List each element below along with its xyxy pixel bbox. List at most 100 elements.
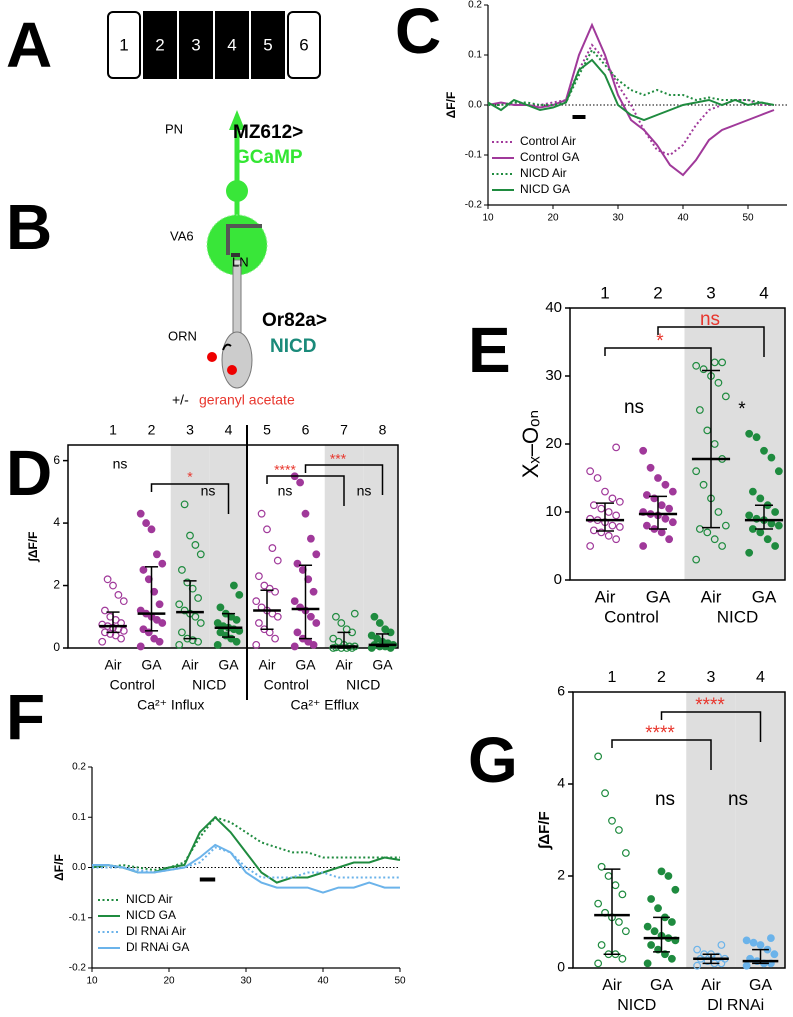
data-point (642, 491, 651, 499)
data-point (718, 358, 727, 367)
data-point (191, 541, 200, 549)
y-tick-label: 0.0 (72, 862, 86, 873)
data-point (175, 600, 184, 609)
data-point (621, 927, 630, 936)
y-tick-label: 0 (53, 640, 60, 654)
data-point (106, 630, 115, 638)
column-number: 8 (379, 422, 387, 438)
significance-bracket (604, 347, 712, 378)
data-point (594, 959, 603, 968)
neuron-diagram: PN MZ612> GCaMP VA6 LN ORN Or82a> NICD +… (165, 110, 327, 408)
data-point (255, 572, 263, 581)
data-point (766, 934, 775, 942)
data-point (618, 890, 627, 899)
data-point (665, 535, 674, 544)
column-number: 4 (756, 669, 765, 686)
data-point (612, 535, 621, 544)
x-tick-label: Air (602, 977, 622, 994)
significance-bracket (611, 739, 712, 770)
data-point (654, 904, 662, 913)
data-point (252, 597, 261, 606)
data-point (271, 634, 279, 643)
data-point (721, 392, 730, 401)
data-point (647, 941, 656, 949)
data-point (693, 961, 702, 970)
annotation: *** (330, 451, 347, 467)
data-point (695, 406, 704, 414)
gene-box-label: 5 (263, 35, 272, 54)
data-point (263, 525, 271, 534)
shaded-region (737, 308, 785, 580)
data-point (101, 606, 109, 615)
column-number: 3 (707, 669, 716, 686)
series-line (487, 58, 775, 122)
data-point (661, 514, 670, 523)
y-tick-label: 10 (545, 503, 562, 520)
legend-label: NICD Air (126, 892, 173, 906)
annotation: ns (728, 789, 748, 810)
data-point (643, 922, 652, 931)
significance-bracket (660, 711, 762, 742)
data-point (597, 862, 606, 871)
ln-process (226, 224, 262, 255)
data-point (601, 487, 609, 496)
x-tick-label: 30 (612, 213, 624, 224)
data-point (186, 531, 194, 540)
dendrite (222, 343, 232, 351)
y-tick-label: 20 (545, 435, 562, 452)
x-tick-label: Air (104, 657, 121, 673)
data-point (608, 521, 617, 530)
data-point (268, 544, 277, 552)
column-number: 5 (263, 422, 271, 438)
data-point (699, 480, 708, 489)
gene-box-label: 6 (299, 35, 308, 54)
gene-box-label: 3 (191, 35, 200, 54)
label: geranyl acetate (199, 392, 295, 408)
data-point (770, 950, 779, 959)
series-line (488, 48, 775, 106)
data-point (312, 550, 321, 559)
y-tick-label: -0.1 (465, 150, 483, 161)
data-point (155, 600, 164, 609)
y-tick-label: 2 (53, 578, 60, 592)
panel-letter: F (6, 681, 45, 753)
data-point (668, 518, 677, 527)
annotation: ns (357, 483, 372, 499)
series-line (92, 843, 400, 894)
data-point (760, 446, 768, 455)
x-tick-label: 50 (394, 976, 406, 987)
data-point (178, 628, 186, 637)
legend-label: NICD Air (520, 166, 567, 180)
data-point (188, 636, 197, 645)
data-point (213, 619, 222, 627)
label: PN (165, 121, 183, 136)
label: GCaMP (235, 147, 303, 168)
group-label: NICD (346, 677, 380, 693)
annotation: ns (624, 397, 644, 418)
data-point (714, 508, 723, 516)
data-point (597, 528, 606, 537)
data-point (717, 941, 726, 949)
column-number: 3 (186, 422, 194, 438)
panel-letter: A (6, 9, 52, 81)
y-tick-label: -0.2 (69, 963, 87, 974)
data-point (98, 637, 107, 646)
odor-molecule (207, 352, 217, 362)
x-tick-label: GA (646, 587, 671, 606)
data-point (196, 619, 205, 627)
column-number: 6 (302, 422, 310, 438)
label: ORN (168, 328, 197, 343)
data-point (312, 619, 321, 627)
group-label: NICD (192, 677, 226, 693)
y-axis-label: Xₓ–Oₒₙ (518, 410, 543, 478)
gene-box (215, 11, 249, 79)
x-tick-label: 10 (86, 976, 98, 987)
data-point (767, 453, 776, 462)
data-point (586, 467, 595, 476)
y-tick-label: 0.2 (468, 0, 482, 11)
orn-soma (221, 331, 253, 389)
data-point (639, 542, 648, 550)
data-point (608, 494, 617, 503)
data-point (608, 816, 616, 825)
data-point (147, 525, 156, 534)
